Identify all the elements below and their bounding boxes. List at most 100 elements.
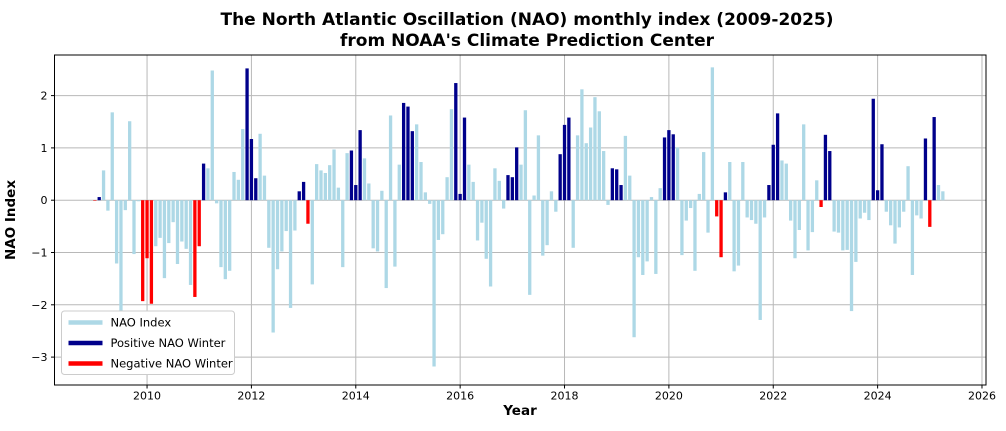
x-tick-label: 2010 xyxy=(133,390,161,403)
nao-month-bar xyxy=(328,165,332,201)
nao-month-bar xyxy=(475,200,480,241)
chart-title-line2: from NOAA's Climate Prediction Center xyxy=(340,31,715,51)
nao-month-bar xyxy=(680,200,684,256)
nao-month-bar xyxy=(902,200,906,212)
nao-month-bar xyxy=(649,197,654,201)
nao-month-bar xyxy=(436,200,441,240)
x-tick-label: 2012 xyxy=(237,390,265,403)
nao-month-bar xyxy=(306,200,310,224)
nao-month-bar xyxy=(741,162,745,201)
nao-month-bar xyxy=(923,138,928,201)
nao-month-bar xyxy=(723,192,728,201)
nao-month-bar xyxy=(915,200,919,216)
nao-month-bar xyxy=(119,200,123,313)
nao-month-bar xyxy=(158,200,162,238)
nao-month-bar xyxy=(897,200,902,228)
nao-month-bar xyxy=(710,67,715,201)
nao-month-bar xyxy=(319,170,323,201)
nao-month-bar xyxy=(371,200,375,249)
nao-month-bar xyxy=(849,200,854,312)
nao-month-bar xyxy=(97,197,101,201)
nao-month-bar xyxy=(919,200,923,219)
nao-month-bar xyxy=(245,68,249,201)
nao-month-bar xyxy=(815,180,819,201)
nao-month-bar xyxy=(493,168,497,201)
nao-month-bar xyxy=(141,200,145,302)
nao-month-bar xyxy=(845,200,849,250)
nao-month-bar xyxy=(562,124,567,201)
nao-month-bar xyxy=(749,200,754,221)
nao-month-bar xyxy=(358,130,362,201)
x-tick-label: 2018 xyxy=(551,390,579,403)
nao-month-bar xyxy=(445,177,449,201)
nao-month-bar xyxy=(632,200,636,338)
nao-month-bar xyxy=(106,200,110,211)
nao-month-bar xyxy=(606,200,610,205)
nao-month-bar xyxy=(393,200,397,267)
nao-month-bar xyxy=(758,200,762,320)
nao-month-bar xyxy=(762,200,767,218)
nao-month-bar xyxy=(410,131,414,201)
nao-month-bar xyxy=(867,200,871,221)
legend-label: NAO Index xyxy=(111,316,172,330)
nao-month-bar xyxy=(258,133,262,201)
nao-month-bar xyxy=(706,200,710,233)
nao-month-bar xyxy=(162,200,167,279)
nao-month-bar xyxy=(889,200,893,226)
nao-month-bar xyxy=(454,83,458,201)
x-tick-label: 2014 xyxy=(342,390,370,403)
nao-month-bar xyxy=(345,153,349,201)
nao-month-bar xyxy=(688,200,693,209)
nao-month-bar xyxy=(114,200,119,264)
nao-month-bar xyxy=(754,200,758,224)
nao-month-bar xyxy=(332,149,336,201)
nao-month-bar xyxy=(745,200,749,218)
nao-month-bar xyxy=(149,200,154,304)
y-axis-label: NAO Index xyxy=(3,180,19,260)
nao-month-bar xyxy=(193,200,197,297)
nao-month-bar xyxy=(275,200,280,270)
plot-frame xyxy=(54,54,987,386)
nao-month-bar xyxy=(823,134,828,201)
nao-month-bar xyxy=(449,109,454,201)
nao-month-bar xyxy=(249,139,254,201)
y-tick-label: 1 xyxy=(41,142,48,155)
nao-month-bar xyxy=(232,171,236,201)
nao-month-bar xyxy=(301,181,306,201)
nao-month-bar xyxy=(254,178,258,201)
nao-month-bar xyxy=(441,200,445,235)
nao-month-bar xyxy=(575,135,580,201)
y-tick-label: 2 xyxy=(41,90,48,103)
nao-month-bar xyxy=(580,89,584,201)
nao-month-bar xyxy=(214,200,219,204)
nao-month-bar xyxy=(397,164,401,201)
nao-month-bar xyxy=(271,200,275,333)
nao-month-bar xyxy=(154,200,158,247)
nao-month-bar xyxy=(210,70,214,201)
nao-month-bar xyxy=(615,169,619,201)
nao-month-bar xyxy=(315,164,319,201)
nao-month-bar xyxy=(602,151,606,201)
nao-month-bar xyxy=(910,200,915,275)
nao-month-bar xyxy=(323,173,327,201)
nao-month-bar xyxy=(784,163,788,201)
nao-month-bar xyxy=(532,195,536,201)
nao-month-bar xyxy=(875,190,880,201)
nao-month-bar xyxy=(284,200,288,232)
nao-month-bar xyxy=(775,113,780,201)
y-tick-label: 0 xyxy=(41,194,48,207)
nao-month-bar xyxy=(197,200,201,247)
nao-month-bar xyxy=(541,200,545,256)
nao-month-bar xyxy=(423,192,428,201)
nao-month-bar xyxy=(836,200,841,233)
legend-box xyxy=(61,310,235,375)
nao-month-bar xyxy=(693,200,697,271)
nao-month-bar xyxy=(310,200,314,285)
nao-month-bar xyxy=(528,200,532,295)
nao-month-bar xyxy=(623,135,628,201)
nao-month-bar xyxy=(802,124,806,201)
nao-month-bar xyxy=(506,175,510,201)
nao-month-bar xyxy=(167,200,171,244)
nao-month-bar xyxy=(654,200,658,274)
